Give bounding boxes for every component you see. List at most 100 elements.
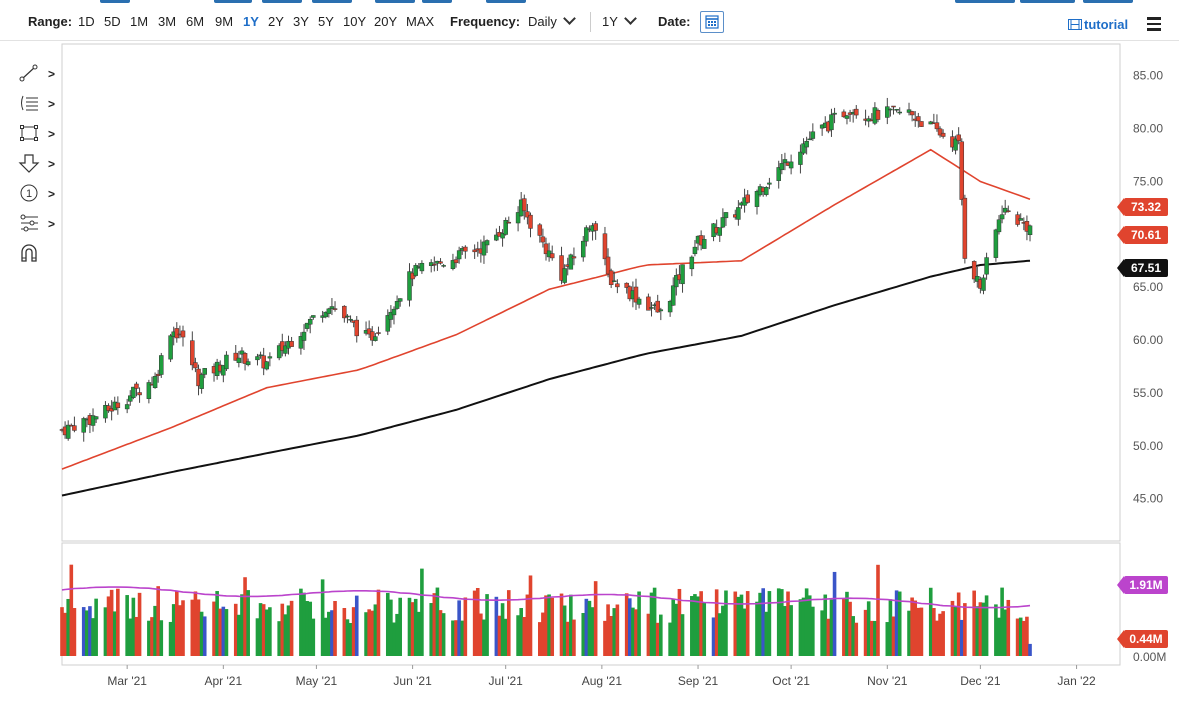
range-button-1d[interactable]: 1D bbox=[78, 14, 95, 29]
volume-bar bbox=[593, 581, 598, 656]
range-button-6m[interactable]: 6M bbox=[186, 14, 205, 29]
candle bbox=[745, 194, 750, 203]
candle bbox=[959, 141, 965, 200]
calendar-icon[interactable] bbox=[700, 11, 724, 33]
volume-bar bbox=[627, 598, 632, 656]
range-button-9m[interactable]: 9M bbox=[215, 14, 234, 29]
fibonacci-tool[interactable]: > bbox=[18, 93, 58, 115]
range-button-5y[interactable]: 5Y bbox=[318, 14, 334, 29]
film-icon bbox=[1068, 19, 1082, 30]
volume-bar bbox=[103, 607, 108, 656]
volume-bar bbox=[907, 610, 911, 656]
volume-bar bbox=[603, 620, 607, 656]
frequency-select[interactable]: Daily bbox=[528, 12, 576, 29]
volume-bar bbox=[761, 588, 765, 656]
volume-bar bbox=[441, 613, 446, 656]
x-tick-label: Apr '21 bbox=[205, 674, 243, 688]
volume-bar bbox=[624, 593, 629, 656]
volume-bar bbox=[94, 598, 98, 656]
candle bbox=[258, 354, 263, 357]
candle bbox=[385, 315, 391, 332]
range-button-1m[interactable]: 1M bbox=[130, 14, 149, 29]
candle bbox=[888, 108, 893, 111]
volume-bar bbox=[655, 622, 660, 656]
volume-bar bbox=[407, 597, 412, 656]
volume-bar bbox=[894, 590, 899, 656]
volume-bar bbox=[544, 595, 548, 656]
candle bbox=[276, 345, 282, 359]
candle bbox=[571, 256, 577, 259]
candle bbox=[115, 402, 121, 408]
marker-tool[interactable]: 1 > bbox=[18, 183, 58, 205]
rectangle-tool[interactable]: > bbox=[18, 123, 58, 145]
tutorial-label: tutorial bbox=[1084, 17, 1129, 32]
candle bbox=[549, 253, 555, 259]
volume-bar bbox=[364, 612, 368, 656]
candle bbox=[342, 305, 347, 319]
y-tick-label: 55.00 bbox=[1133, 386, 1163, 400]
volume-bar bbox=[215, 591, 219, 656]
volume-bar bbox=[432, 593, 437, 656]
candle bbox=[723, 212, 729, 219]
candle bbox=[376, 332, 381, 334]
candle bbox=[754, 190, 760, 207]
volume-bar bbox=[385, 592, 390, 656]
candle bbox=[373, 336, 378, 341]
volume-bar bbox=[755, 601, 759, 656]
candle bbox=[906, 109, 912, 113]
volume-bar bbox=[66, 598, 71, 656]
volume-bar bbox=[485, 594, 489, 656]
volume-bar bbox=[764, 611, 769, 656]
candle bbox=[484, 240, 490, 246]
pitchfork-icon bbox=[20, 214, 38, 232]
y-tick-label: 85.00 bbox=[1133, 69, 1163, 83]
volume-bar bbox=[866, 601, 871, 656]
candle bbox=[1002, 207, 1008, 213]
volume-average-line bbox=[61, 586, 1031, 609]
magnet-tool[interactable] bbox=[18, 243, 58, 265]
candle bbox=[897, 111, 902, 114]
volume-bar bbox=[289, 600, 294, 656]
range-button-10y[interactable]: 10Y bbox=[343, 14, 367, 29]
volume-bar bbox=[1000, 587, 1004, 656]
trend-line-tool[interactable]: > bbox=[18, 63, 58, 85]
candle bbox=[65, 424, 71, 439]
candle bbox=[540, 236, 546, 243]
pitchfork-tool[interactable]: > bbox=[18, 213, 58, 235]
candle bbox=[689, 256, 695, 270]
range-button-3m[interactable]: 3M bbox=[158, 14, 177, 29]
range-button-5d[interactable]: 5D bbox=[104, 14, 121, 29]
range-button-2y[interactable]: 2Y bbox=[268, 14, 284, 29]
volume-bar bbox=[311, 618, 316, 656]
volume-bar bbox=[370, 610, 375, 656]
candle bbox=[776, 167, 781, 181]
candle bbox=[993, 229, 999, 258]
candle bbox=[528, 214, 533, 229]
top-strip bbox=[0, 0, 1179, 3]
range-button-3y[interactable]: 3Y bbox=[293, 14, 309, 29]
candle bbox=[345, 315, 350, 318]
volume-bar bbox=[457, 600, 461, 656]
range-button-max[interactable]: MAX bbox=[406, 14, 435, 29]
candle bbox=[190, 340, 195, 366]
arrow-tool[interactable]: > bbox=[18, 153, 58, 175]
volume-bar bbox=[758, 592, 762, 656]
period-select[interactable]: 1Y bbox=[602, 12, 637, 29]
range-button-1y[interactable]: 1Y bbox=[243, 14, 259, 29]
menu-icon[interactable] bbox=[1147, 17, 1161, 34]
range-button-20y[interactable]: 20Y bbox=[374, 14, 398, 29]
candle bbox=[152, 376, 158, 389]
ma200-line bbox=[61, 259, 1031, 497]
volume-bar bbox=[392, 622, 396, 656]
volume-bar bbox=[181, 600, 185, 656]
volume-bar bbox=[482, 619, 486, 656]
volume-bar bbox=[116, 588, 120, 656]
date-label: Date: bbox=[658, 14, 691, 29]
volume-bar bbox=[283, 614, 288, 656]
candle bbox=[283, 345, 288, 354]
volume-bar bbox=[354, 595, 359, 656]
volume-bar bbox=[590, 607, 595, 656]
tutorial-link[interactable]: tutorial bbox=[1068, 17, 1128, 32]
x-tick-label: Jul '21 bbox=[489, 674, 524, 688]
